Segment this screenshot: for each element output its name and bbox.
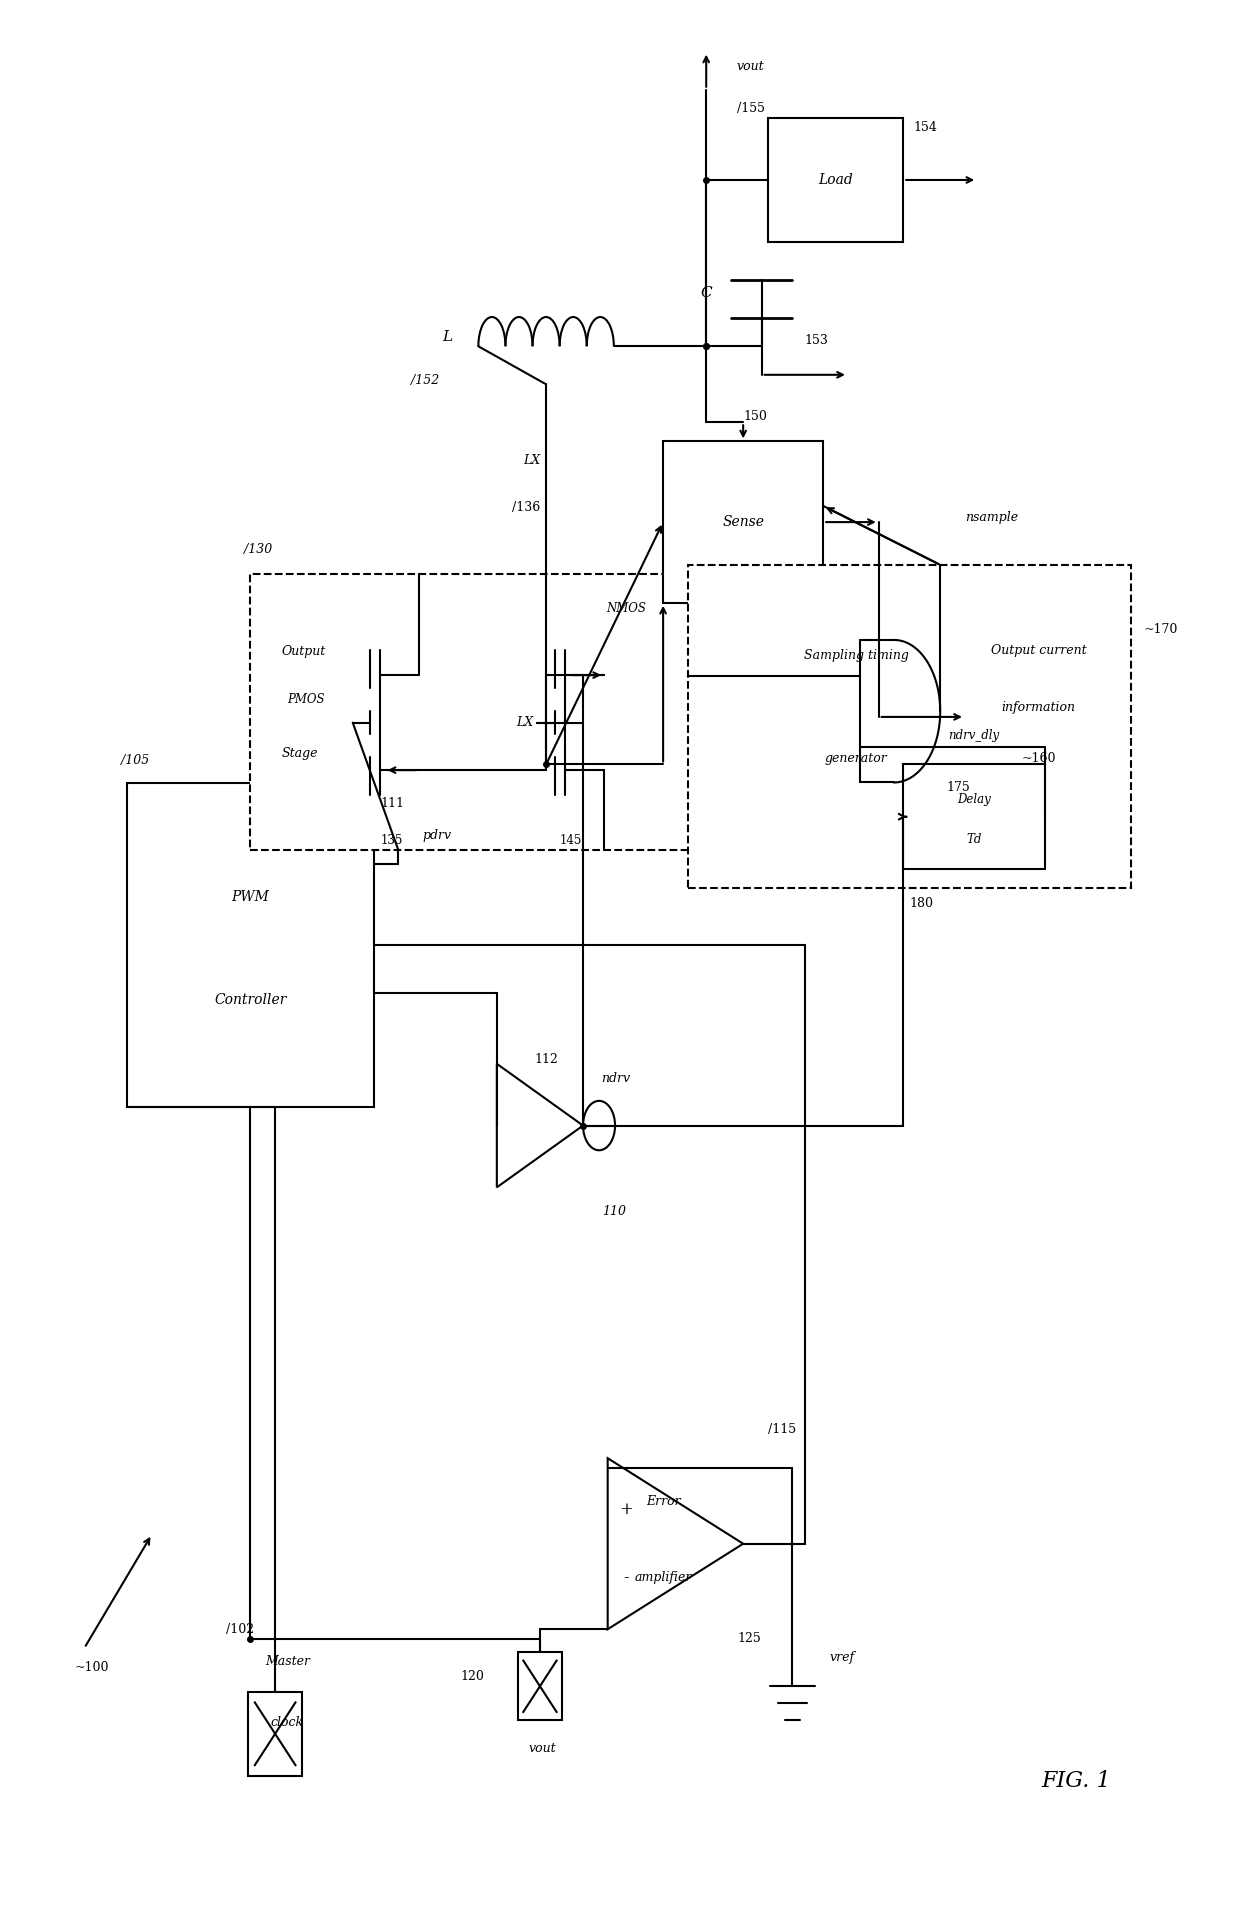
Text: FIG. 1: FIG. 1 xyxy=(1040,1770,1111,1793)
Text: 125: 125 xyxy=(738,1632,761,1646)
Text: vref: vref xyxy=(830,1651,854,1665)
Text: Output: Output xyxy=(281,645,326,659)
Text: L: L xyxy=(443,330,453,344)
Text: Sampling timing: Sampling timing xyxy=(804,649,909,662)
Text: Master: Master xyxy=(265,1655,310,1668)
Text: 150: 150 xyxy=(744,410,768,424)
Text: /115: /115 xyxy=(768,1424,796,1436)
Text: /102: /102 xyxy=(226,1623,254,1636)
Text: generator: generator xyxy=(825,752,888,766)
Bar xyxy=(663,441,823,603)
Text: Controller: Controller xyxy=(215,993,286,1006)
Bar xyxy=(688,565,1131,888)
Text: +: + xyxy=(619,1500,634,1518)
Text: PMOS: PMOS xyxy=(288,693,325,706)
Text: ndrv_dly: ndrv_dly xyxy=(949,729,999,743)
Text: 120: 120 xyxy=(460,1670,484,1684)
Text: ndrv: ndrv xyxy=(601,1071,631,1084)
Text: 145: 145 xyxy=(559,834,582,848)
Text: 180: 180 xyxy=(909,897,934,911)
Text: Stage: Stage xyxy=(281,746,317,760)
Text: Output current: Output current xyxy=(991,643,1086,657)
Bar xyxy=(128,783,373,1107)
Text: /130: /130 xyxy=(244,544,273,556)
Bar xyxy=(248,1691,303,1775)
Text: ~160: ~160 xyxy=(1022,752,1056,766)
Bar xyxy=(768,118,903,242)
Text: -: - xyxy=(624,1569,629,1586)
Text: Delay: Delay xyxy=(957,794,991,806)
Text: Error: Error xyxy=(646,1495,681,1508)
Text: /155: /155 xyxy=(737,103,765,115)
Text: 112: 112 xyxy=(534,1052,558,1065)
Text: information: information xyxy=(1002,701,1076,714)
Text: clock: clock xyxy=(270,1716,304,1730)
Text: vout: vout xyxy=(737,61,765,73)
Text: nsample: nsample xyxy=(965,512,1018,523)
Text: 153: 153 xyxy=(805,334,828,347)
Bar xyxy=(518,1651,562,1720)
Text: Sense: Sense xyxy=(722,515,764,529)
Text: pdrv: pdrv xyxy=(423,829,453,842)
Text: ~170: ~170 xyxy=(1143,622,1178,636)
Text: /105: /105 xyxy=(122,754,150,767)
Text: NMOS: NMOS xyxy=(606,601,646,615)
Text: 135: 135 xyxy=(381,834,403,848)
Text: Load: Load xyxy=(818,174,853,187)
Text: 111: 111 xyxy=(381,796,404,809)
Text: 110: 110 xyxy=(601,1205,626,1218)
Bar xyxy=(903,764,1045,869)
Text: LX: LX xyxy=(523,454,539,468)
Text: /136: /136 xyxy=(512,502,539,514)
Text: PWM: PWM xyxy=(232,890,269,903)
Text: LX: LX xyxy=(517,716,533,729)
Text: 154: 154 xyxy=(913,120,937,134)
Text: amplifier: amplifier xyxy=(635,1571,692,1584)
Bar xyxy=(250,575,718,850)
Text: ~100: ~100 xyxy=(74,1661,109,1674)
Text: 175: 175 xyxy=(947,781,971,794)
Text: Td: Td xyxy=(966,832,982,846)
Text: vout: vout xyxy=(528,1743,557,1756)
Text: /152: /152 xyxy=(410,374,439,388)
Text: C: C xyxy=(701,286,712,300)
